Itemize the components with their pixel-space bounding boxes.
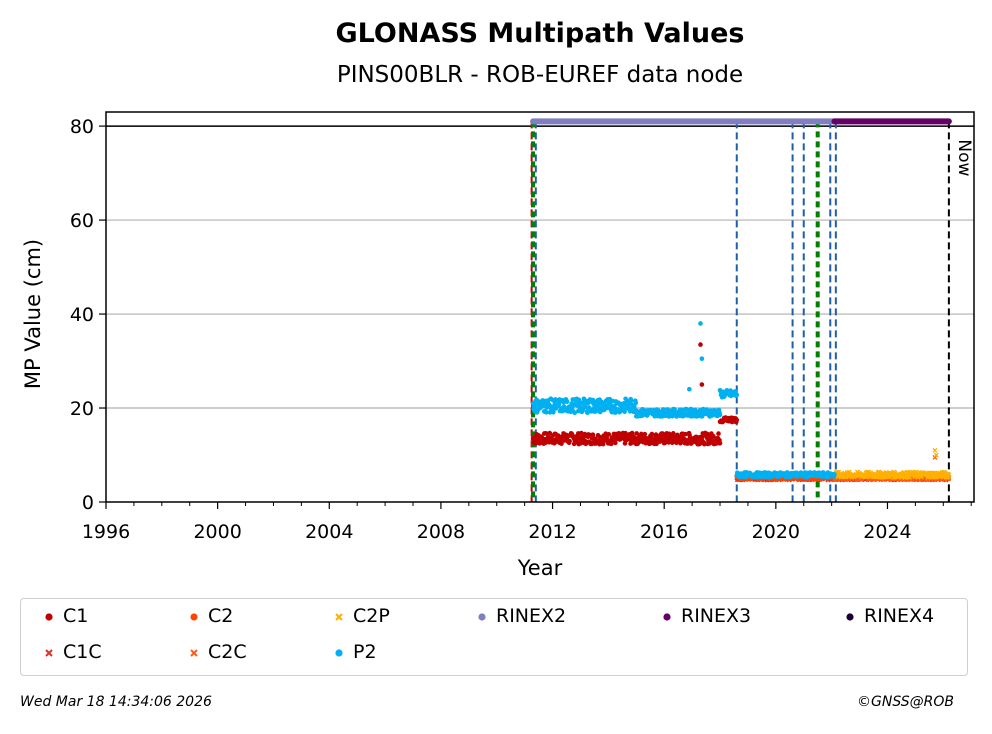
legend-marker-rinex4 (842, 608, 858, 624)
data-point-p2 (699, 356, 705, 361)
data-point-p2 (734, 392, 740, 398)
x-tick-label-2000: 2000 (193, 521, 241, 543)
legend-marker-c1 (41, 608, 57, 624)
legend-marker-rinex3 (659, 608, 675, 624)
data-point-c1 (590, 432, 596, 437)
copyright: ©GNSS@ROB (857, 694, 954, 710)
legend-label: C2P (353, 605, 390, 627)
data-point-p2 (543, 410, 549, 415)
data-point-p2 (717, 412, 723, 418)
series-c1 (530, 342, 740, 447)
data-point-c1 (670, 431, 676, 436)
legend-item-c1c: C1C (41, 641, 102, 663)
legend-label: RINEX2 (496, 605, 567, 627)
legend-item-c1: C1 (41, 605, 88, 627)
data-point-p2 (564, 399, 570, 405)
data-point-c1 (613, 440, 618, 446)
data-point-p2 (623, 396, 628, 402)
data-point-p2 (604, 405, 610, 411)
data-point-c1 (699, 382, 705, 387)
data-point-c2p (932, 447, 938, 453)
legend-label: C2 (208, 605, 234, 627)
x-tick-label-2024: 2024 (863, 521, 911, 543)
legend-label: P2 (353, 641, 377, 663)
data-point-p2 (661, 407, 666, 412)
data-point-c1 (642, 431, 648, 437)
x-tick-label-2016: 2016 (640, 521, 688, 543)
data-point-p2 (832, 472, 837, 477)
y-axis-label: MP Value (cm) (21, 239, 45, 389)
data-point-c1 (622, 441, 628, 446)
legend-marker-rinex2 (474, 608, 490, 624)
data-point-p2 (572, 410, 578, 416)
data-point-c2p (946, 472, 952, 478)
legend-item-p2: P2 (331, 641, 377, 663)
x-tick-label-2020: 2020 (752, 521, 800, 543)
data-point-c1 (634, 431, 639, 436)
x-tick-label-1996: 1996 (82, 521, 130, 543)
data-point-c1 (600, 441, 606, 447)
timestamp: Wed Mar 18 14:34:06 2026 (20, 694, 212, 710)
data-point-p2 (561, 404, 567, 409)
data-point-p2 (590, 397, 596, 403)
chart-subtitle: PINS00BLR - ROB-EUREF data node (337, 62, 743, 88)
y-tick-label-60: 60 (70, 210, 94, 232)
data-point-c1 (649, 431, 655, 437)
data-point-p2 (628, 398, 634, 403)
data-point-c2c (932, 454, 938, 460)
data-point-c1 (711, 433, 716, 439)
legend-item-c2c: C2C (186, 641, 247, 663)
data-point-p2 (556, 401, 562, 407)
y-tick-label-20: 20 (70, 398, 94, 420)
legend-marker-c1c (41, 644, 57, 660)
legend-label: RINEX4 (864, 605, 935, 627)
y-tick-label-80: 80 (70, 116, 94, 138)
legend: C1 C2 C2P RINEX2 RINEX3 RINEX4 C1C C2C P2 (20, 598, 968, 676)
data-point-c2p (933, 452, 939, 458)
legend-label: C1C (63, 641, 102, 663)
legend-label: C1 (63, 605, 89, 627)
legend-item-c2p: C2P (331, 605, 390, 627)
x-axis-label: Year (517, 556, 563, 580)
data-point-c1 (608, 441, 614, 447)
legend-marker-c2 (186, 608, 202, 624)
legend-marker-p2 (331, 644, 347, 660)
chart-title: GLONASS Multipath Values (335, 18, 744, 49)
plot-frame (105, 111, 975, 503)
data-point-p2 (687, 386, 692, 392)
data-point-p2 (631, 404, 637, 409)
x-tick-label-2012: 2012 (528, 521, 576, 543)
data-point-p2 (541, 402, 547, 407)
data-point-c1 (629, 430, 635, 436)
data-point-c1 (683, 431, 688, 437)
legend-item-rinex4: RINEX4 (842, 605, 934, 627)
data-point-c1 (717, 440, 723, 446)
series-c2p (831, 447, 952, 481)
data-point-c1 (606, 431, 612, 437)
data-point-c1 (716, 431, 721, 436)
legend-marker-c2c (186, 644, 202, 660)
data-point-p2 (698, 321, 703, 326)
legend-label: RINEX3 (681, 605, 752, 627)
legend-item-rinex2: RINEX2 (474, 605, 566, 627)
y-tick-label-40: 40 (70, 304, 94, 326)
data-point-c1 (567, 438, 572, 444)
data-point-p2 (633, 400, 639, 406)
y-tick-label-0: 0 (82, 492, 94, 514)
x-tick-label-2004: 2004 (305, 521, 353, 543)
legend-item-c2: C2 (186, 605, 233, 627)
x-tick-label-2008: 2008 (417, 521, 465, 543)
data-point-p2 (551, 410, 556, 415)
legend-marker-c2p (331, 608, 347, 624)
series-p2 (530, 321, 837, 480)
legend-item-rinex3: RINEX3 (659, 605, 751, 627)
legend-label: C2C (208, 641, 247, 663)
data-point-c1 (701, 441, 707, 447)
data-point-c1 (734, 417, 740, 423)
data-point-c1 (559, 441, 564, 446)
data-point-p2 (672, 407, 677, 412)
now-label: Now (954, 139, 974, 176)
data-point-c1 (698, 342, 703, 347)
